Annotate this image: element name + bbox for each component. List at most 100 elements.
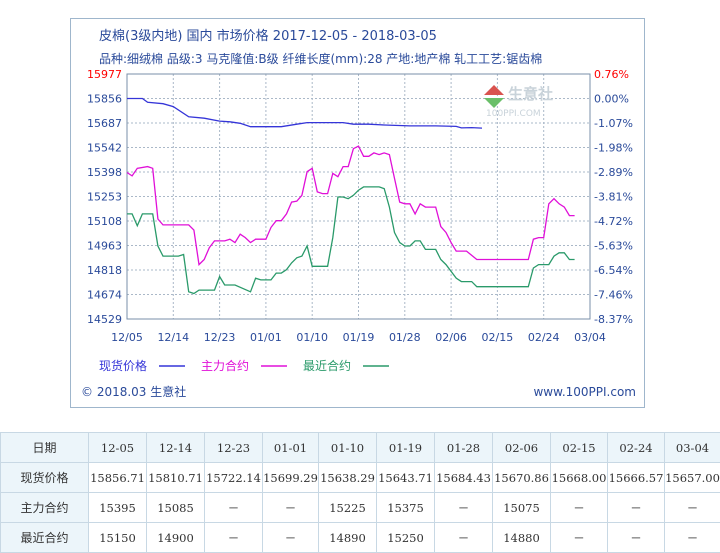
table-header-cell: 日期 — [1, 433, 89, 463]
table-cell: － — [551, 493, 608, 523]
watermark-brand: 生意社 — [508, 85, 553, 103]
table-row-label: 最近合约 — [1, 523, 89, 553]
table-header-cell: 01-01 — [263, 433, 319, 463]
y-right-tick-label: -7.46% — [594, 289, 633, 302]
chart-panel: 皮棉(3级内地) 国内 市场价格 2017-12-05 - 2018-03-05… — [70, 18, 645, 408]
table-cell: 15638.29 — [319, 463, 377, 493]
table-cell: － — [608, 493, 665, 523]
axes: 15977 15856 15687 15542 15398 15253 15108 14963… — [87, 68, 633, 344]
table-cell: － — [263, 523, 319, 553]
table-cell: 15657.00 — [665, 463, 720, 493]
y-tick-label: 15856 — [87, 93, 122, 106]
y-tick-label: 14963 — [87, 240, 122, 253]
y-right-tick-label: -8.37% — [594, 313, 633, 326]
y-tick-label: 15542 — [87, 142, 122, 155]
y-right-tick-label: -3.81% — [594, 191, 633, 204]
table-cell: 15150 — [89, 523, 147, 553]
table-header-cell: 02-24 — [608, 433, 665, 463]
y-right-tick-label: 0.76% — [594, 68, 629, 81]
table-cell: 15668.00 — [551, 463, 608, 493]
table-cell: 15684.43 — [435, 463, 493, 493]
table-cell: － — [205, 493, 263, 523]
table-cell: 15699.29 — [263, 463, 319, 493]
price-chart: 皮棉(3级内地) 国内 市场价格 2017-12-05 - 2018-03-05… — [71, 19, 646, 409]
x-tick-label: 02/15 — [482, 331, 514, 344]
table-header-cell: 01-28 — [435, 433, 493, 463]
y-right-tick-label: -2.89% — [594, 166, 633, 179]
table-cell: 15722.14 — [205, 463, 263, 493]
footer-copyright: © 2018.03 生意社 — [81, 384, 186, 399]
x-tick-label: 01/28 — [389, 331, 421, 344]
table-header-cell: 12-23 — [205, 433, 263, 463]
y-tick-label: 14818 — [87, 264, 122, 277]
legend-label: 现货价格 — [99, 358, 147, 373]
table-header-cell: 12-14 — [147, 433, 205, 463]
y-tick-label: 14529 — [87, 313, 122, 326]
y-right-tick-label: 0.00% — [594, 93, 629, 106]
x-tick-label: 12/05 — [111, 331, 143, 344]
y-tick-label: 15687 — [87, 117, 122, 130]
table-cell: 15085 — [147, 493, 205, 523]
table-cell: 15225 — [319, 493, 377, 523]
table-cell: 15250 — [377, 523, 435, 553]
table-header-cell: 02-15 — [551, 433, 608, 463]
table-row-label: 主力合约 — [1, 493, 89, 523]
table-cell: － — [665, 523, 720, 553]
x-tick-label: 12/23 — [204, 331, 236, 344]
y-right-tick-label: -1.98% — [594, 142, 633, 155]
legend-label: 主力合约 — [201, 358, 249, 373]
y-tick-label: 15108 — [87, 215, 122, 228]
y-right-tick-label: -6.54% — [594, 264, 633, 277]
chart-title: 皮棉(3级内地) 国内 市场价格 2017-12-05 - 2018-03-05 — [99, 28, 437, 44]
table-cell: 15810.71 — [147, 463, 205, 493]
y-right-tick-label: -1.07% — [594, 117, 633, 130]
table-cell: 14890 — [319, 523, 377, 553]
table-header-cell: 01-10 — [319, 433, 377, 463]
series-line — [127, 99, 482, 129]
table-cell: 14900 — [147, 523, 205, 553]
watermark-url: 100PPI.COM — [486, 109, 541, 119]
x-tick-label: 02/24 — [528, 331, 560, 344]
table-cell: － — [608, 523, 665, 553]
table-cell: － — [435, 523, 493, 553]
series-line — [127, 146, 575, 265]
table-cell: － — [263, 493, 319, 523]
watermark: 生意社 100PPI.COM — [484, 85, 553, 119]
y-right-tick-label: -5.63% — [594, 240, 633, 253]
y-tick-label: 15398 — [87, 166, 122, 179]
table-cell: － — [205, 523, 263, 553]
x-tick-label: 12/14 — [157, 331, 189, 344]
chart-subtitle: 品种:细绒棉 品级:3 马克隆值:B级 纤维长度(mm):28 产地:地产棉 轧… — [99, 51, 542, 66]
table-row-label: 现货价格 — [1, 463, 89, 493]
table-cell: 15856.71 — [89, 463, 147, 493]
table-cell: 15375 — [377, 493, 435, 523]
table-header-cell: 12-05 — [89, 433, 147, 463]
x-tick-label: 01/10 — [296, 331, 328, 344]
y-right-tick-label: -4.72% — [594, 215, 633, 228]
table-cell: 15666.57 — [608, 463, 665, 493]
x-tick-label: 02/06 — [435, 331, 467, 344]
table-cell: 15643.71 — [377, 463, 435, 493]
legend-label: 最近合约 — [303, 358, 351, 373]
table-cell: 14880 — [493, 523, 551, 553]
x-tick-label: 03/04 — [574, 331, 606, 344]
table-cell: 15670.86 — [493, 463, 551, 493]
table-header-cell: 03-04 — [665, 433, 720, 463]
legend: 现货价格 主力合约 最近合约 — [99, 358, 389, 373]
watermark-logo-icon — [484, 85, 504, 108]
table-cell: － — [665, 493, 720, 523]
x-tick-label: 01/19 — [343, 331, 375, 344]
y-tick-label: 15253 — [87, 191, 122, 204]
y-tick-label: 14674 — [87, 289, 122, 302]
table-cell: 15395 — [89, 493, 147, 523]
footer-site-link[interactable]: www.100PPI.com — [533, 385, 636, 399]
table-header-cell: 02-06 — [493, 433, 551, 463]
series-line — [127, 187, 575, 294]
table-cell: － — [551, 523, 608, 553]
y-tick-label: 15977 — [87, 68, 122, 81]
